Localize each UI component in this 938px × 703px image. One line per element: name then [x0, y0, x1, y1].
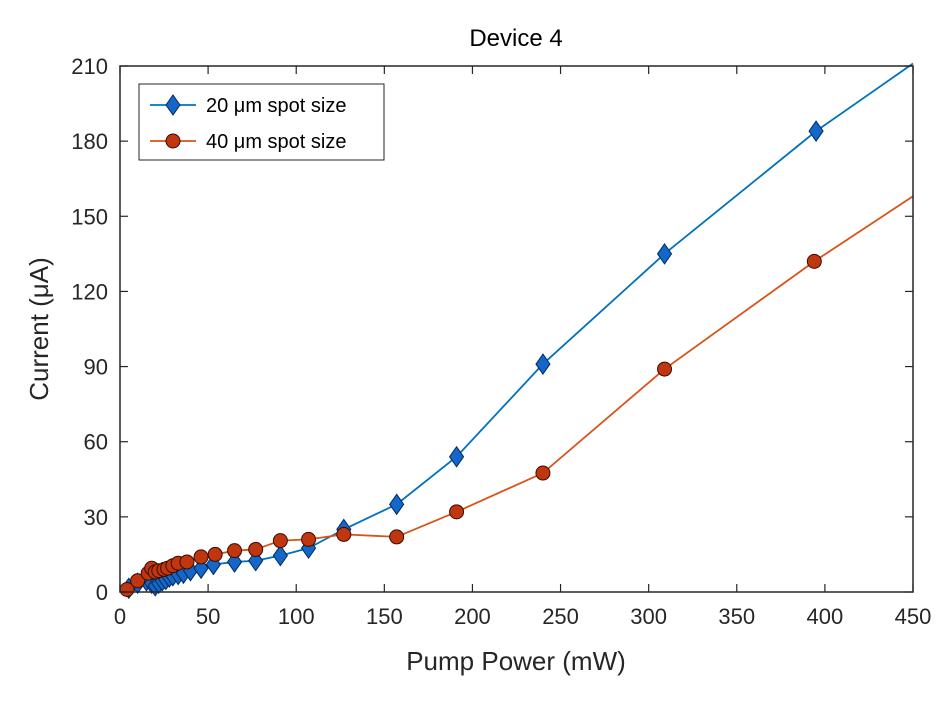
y-tick-label: 30	[84, 505, 108, 530]
data-point	[272, 533, 288, 549]
data-point	[657, 361, 673, 377]
data-point	[248, 541, 264, 557]
data-point	[179, 554, 195, 570]
data-point	[389, 493, 405, 516]
data-point	[389, 529, 405, 545]
x-tick-label: 250	[542, 604, 579, 629]
y-axis-label: Current (μA)	[24, 257, 54, 401]
y-tick-label: 120	[71, 279, 108, 304]
data-point	[535, 465, 551, 481]
data-point	[272, 544, 288, 567]
legend: 20 μm spot size 40 μm spot size	[138, 83, 385, 161]
data-point	[806, 253, 822, 269]
x-tick-label: 400	[807, 604, 844, 629]
data-point	[535, 353, 551, 375]
series-2	[119, 195, 914, 597]
data-point	[227, 543, 243, 559]
data-point	[808, 120, 824, 142]
legend-label: 40 μm spot size	[206, 131, 346, 153]
x-tick-label: 100	[278, 604, 315, 629]
x-tick-label: 300	[630, 604, 667, 629]
plot-area	[119, 62, 914, 600]
x-tick-label: 350	[718, 604, 755, 629]
plot-frame	[119, 65, 914, 593]
y-tick-label: 0	[96, 580, 108, 605]
x-tick-label: 0	[114, 604, 126, 629]
data-point	[193, 549, 209, 565]
y-tick-label: 60	[84, 430, 108, 455]
x-tick-label: 150	[366, 604, 403, 629]
y-tick-label: 180	[71, 129, 108, 154]
data-point	[130, 573, 146, 589]
legend-marker	[165, 94, 181, 116]
y-axis: 0 30 60 90 120 150 180 210	[71, 54, 913, 605]
y-tick-label: 150	[71, 204, 108, 229]
x-axis: 0 50 100 150 200 250 300 350 400 450	[114, 66, 931, 629]
chart-title: Device 4	[469, 25, 562, 52]
data-point	[448, 445, 465, 468]
y-tick-label: 90	[84, 355, 108, 380]
x-tick-label: 450	[895, 604, 932, 629]
data-point	[207, 546, 223, 562]
data-point	[301, 531, 317, 547]
data-point	[449, 504, 465, 520]
legend-box	[138, 83, 385, 161]
y-tick-label: 210	[71, 54, 108, 79]
series-line	[126, 195, 914, 591]
x-axis-label: Pump Power (mW)	[406, 646, 626, 676]
data-point	[336, 526, 352, 542]
data-point	[656, 242, 673, 265]
x-tick-label: 50	[196, 604, 220, 629]
legend-label: 20 μm spot size	[206, 95, 346, 117]
x-tick-label: 200	[454, 604, 491, 629]
legend-marker	[165, 133, 181, 149]
